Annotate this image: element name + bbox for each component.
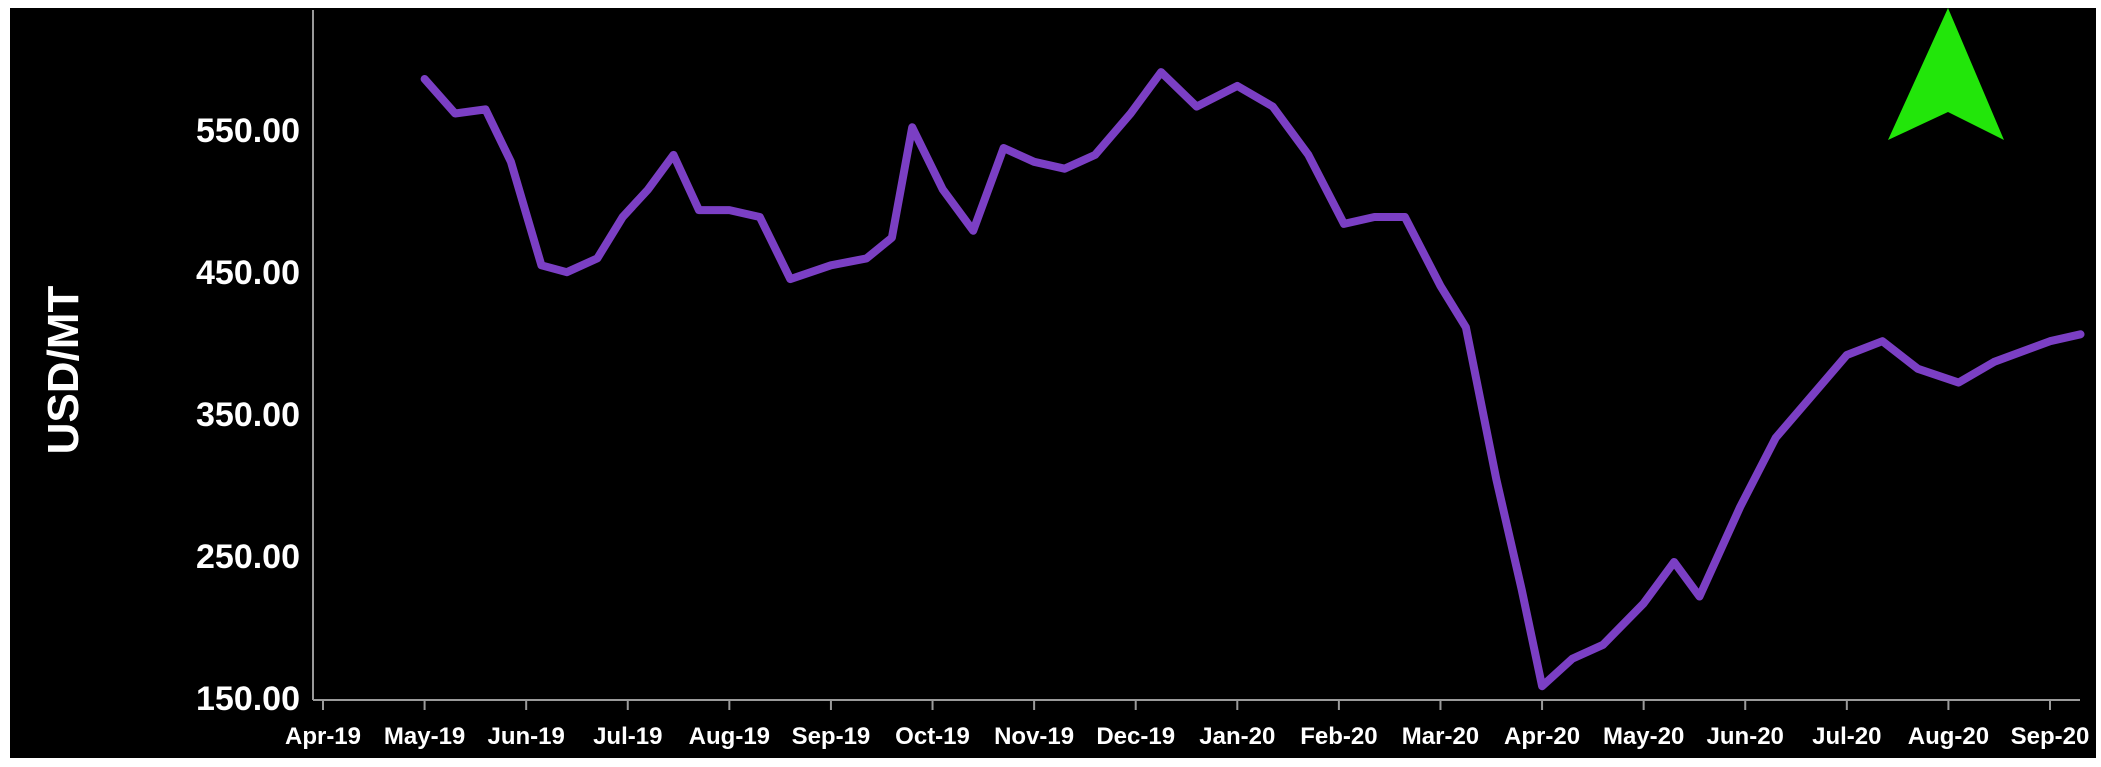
x-tick-label: Jul-20	[1812, 723, 1881, 750]
y-tick-label: 350.00	[196, 396, 300, 434]
x-tick-label: Jul-19	[593, 723, 662, 750]
x-tick-label: May-20	[1603, 723, 1684, 750]
y-tick-label: 550.00	[196, 112, 300, 150]
x-tick-label: Sep-20	[2011, 723, 2090, 750]
up-arrow-icon	[1888, 8, 2004, 140]
series-line	[420, 68, 2085, 691]
y-axis-label: USD/MT	[39, 286, 88, 455]
chart-panel	[10, 8, 2096, 758]
x-axis: Apr-19 May-19 Jun-19 Jul-19 Aug-19 Sep-19 Oct-…	[285, 699, 2089, 750]
x-tick-labels: Apr-19 May-19 Jun-19 Jul-19 Aug-19 Sep-19 Oct-…	[285, 723, 2089, 750]
x-tick-label: May-19	[384, 723, 465, 750]
x-tick-label: Sep-19	[792, 723, 871, 750]
x-tick-label: Aug-19	[689, 723, 770, 750]
y-tick-label: 150.00	[196, 680, 300, 718]
x-tick-label: Jan-20	[1199, 723, 1275, 750]
x-tick-label: Mar-20	[1402, 723, 1479, 750]
y-axis: USD/MT 550.00 450.00 350.00 250.00 150.0…	[39, 10, 314, 718]
x-tick-label: Dec-19	[1096, 723, 1175, 750]
x-tick-label: Apr-20	[1504, 723, 1580, 750]
x-tick-label: Feb-20	[1300, 723, 1377, 750]
x-tick-label: Jun-20	[1707, 723, 1784, 750]
x-tick-label: Oct-19	[895, 723, 970, 750]
series-layer	[420, 68, 2085, 691]
x-ticks	[322, 700, 2051, 710]
y-tick-label: 450.00	[196, 254, 300, 292]
y-tick-label: 250.00	[196, 538, 300, 576]
x-tick-label: Apr-19	[285, 723, 361, 750]
x-tick-label: Jun-19	[487, 723, 564, 750]
x-tick-label: Nov-19	[994, 723, 1074, 750]
x-tick-label: Aug-20	[1908, 723, 1989, 750]
